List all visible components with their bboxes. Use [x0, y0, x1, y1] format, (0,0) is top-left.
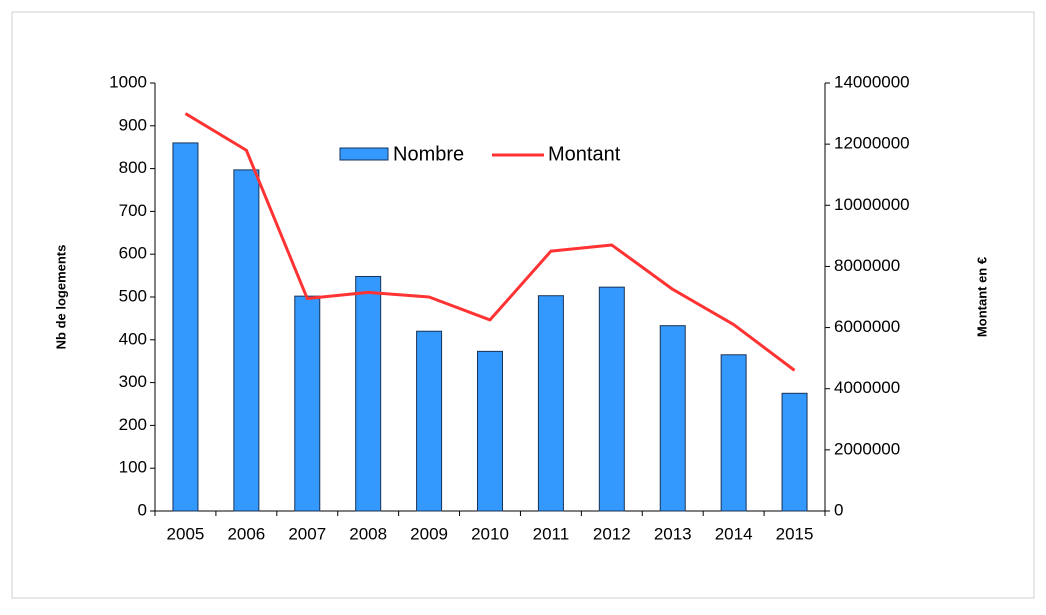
x-tick-label: 2011: [533, 524, 570, 543]
bar: [720, 354, 747, 512]
y-tick-label: 200: [119, 415, 147, 434]
y-tick-label: 700: [119, 201, 147, 220]
chart-border: [11, 11, 1035, 599]
bar: [598, 286, 625, 512]
bar: [355, 275, 382, 512]
y2-tick-label: 2000000: [834, 439, 900, 458]
y2-tick-label: 6000000: [834, 317, 900, 336]
y-tick-label: 800: [119, 158, 147, 177]
legend-swatch: [339, 147, 389, 161]
bar: [781, 392, 808, 512]
y-tick-label: 100: [119, 458, 147, 477]
bar: [477, 350, 503, 512]
x-tick-label: 2012: [593, 524, 631, 543]
x-tick-label: 2006: [227, 524, 265, 543]
bar: [172, 142, 199, 512]
bar: [416, 330, 443, 512]
y-axis-label: Nb de logements: [53, 245, 68, 350]
x-tick-label: 2010: [471, 524, 509, 543]
y2-tick-label: 14000000: [834, 72, 910, 91]
y2-tick-label: 12000000: [834, 134, 910, 153]
x-tick-label: 2005: [167, 524, 205, 543]
y2-tick-label: 4000000: [834, 378, 900, 397]
y2-tick-label: 10000000: [834, 195, 910, 214]
bar: [659, 325, 686, 512]
x-tick-label: 2008: [349, 524, 387, 543]
x-tick-label: 2014: [715, 524, 753, 543]
line: [184, 112, 796, 372]
bar: [537, 295, 564, 512]
x-tick-label: 2007: [288, 524, 326, 543]
x-tick-label: 2015: [776, 524, 814, 543]
y-tick-label: 900: [119, 115, 147, 134]
y-tick-label: 1000: [109, 72, 147, 91]
x-tick-label: 2009: [410, 524, 448, 543]
y-tick-label: 0: [138, 500, 147, 519]
y2-tick-label: 0: [834, 500, 843, 519]
y-tick-label: 300: [119, 372, 147, 391]
y-tick-label: 500: [119, 286, 147, 305]
y-tick-label: 400: [119, 329, 147, 348]
bar: [294, 295, 321, 512]
y2-axis-label: Montant en €: [974, 257, 989, 337]
y2-tick-label: 8000000: [834, 256, 900, 275]
x-tick-label: 2013: [654, 524, 692, 543]
legend-label: Montant: [548, 143, 621, 165]
bar: [233, 169, 260, 512]
y-tick-label: 600: [119, 244, 147, 263]
legend-label: Nombre: [393, 143, 464, 165]
